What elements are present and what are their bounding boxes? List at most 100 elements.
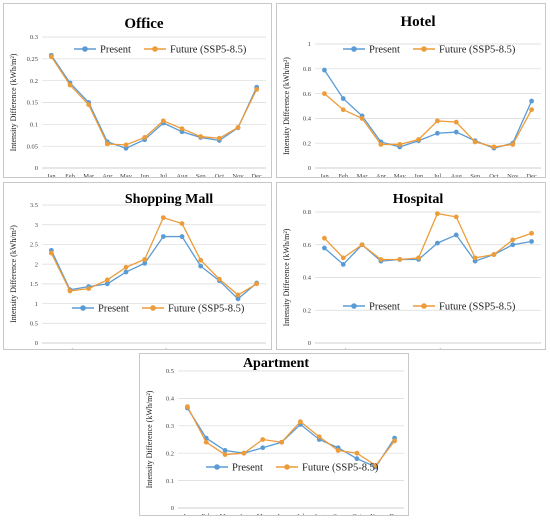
legend-label: Future (SSP5-8.5)	[439, 45, 516, 56]
x-tick-label: Jan	[320, 173, 329, 177]
x-tick-label: Mar	[357, 173, 369, 177]
y-axis-label: Intensity Difference (kWh/m²)	[9, 53, 18, 151]
y-tick-label: 1	[308, 41, 311, 48]
future-data-point	[453, 119, 459, 125]
future-data-point	[279, 439, 284, 445]
chart-title: Hotel	[401, 14, 436, 30]
y-tick-label: 0.4	[303, 275, 312, 282]
present-data-point	[340, 96, 346, 101]
x-tick-label: Feb	[201, 513, 211, 515]
present-series-line	[50, 54, 258, 150]
future-data-point	[335, 448, 341, 453]
y-tick-label: 0.2	[303, 307, 311, 314]
future-data-point	[123, 142, 129, 148]
legend-swatch-marker	[351, 303, 357, 309]
x-tick-label: Feb	[338, 348, 348, 349]
future-data-point	[435, 118, 440, 124]
future-data-point	[491, 144, 497, 150]
legend-swatch-marker	[214, 464, 220, 470]
x-tick-label: Jul	[434, 348, 442, 349]
future-data-point	[179, 221, 185, 226]
x-tick-label: Apr	[376, 348, 387, 349]
y-tick-label: 0.5	[166, 368, 174, 375]
future-data-point	[216, 276, 222, 282]
x-tick-label: Jul	[434, 173, 442, 177]
future-data-point	[254, 281, 260, 287]
future-data-point	[86, 286, 92, 291]
x-tick-label: Jun	[414, 173, 424, 177]
x-tick-label: Aug	[451, 348, 463, 349]
y-tick-label: 3.5	[30, 202, 38, 209]
future-data-point	[104, 141, 110, 147]
y-tick-label: 0.8	[303, 66, 311, 73]
legend-swatch-marker	[421, 303, 427, 309]
legend-swatch-marker	[150, 305, 156, 311]
x-tick-label: Nov	[507, 173, 519, 177]
x-tick-label: Sep	[470, 348, 480, 349]
office-chart-panel: 0 0.05 0.1 0.15 0.2 0.25 0.3 Jan Feb Mar Apr May Jun…	[3, 3, 272, 178]
x-tick-label: Jun	[140, 173, 150, 177]
future-data-point	[529, 107, 534, 113]
future-data-point	[241, 450, 247, 456]
x-tick-label: Sep	[470, 173, 480, 177]
x-tick-label: Oct	[352, 513, 362, 515]
y-axis-label: Intensity Difference (kWh/m²)	[282, 57, 291, 155]
present-data-point	[322, 245, 327, 251]
x-tick-label: May	[120, 173, 133, 177]
present-data-point	[235, 296, 241, 302]
legend-label: Future (SSP5-8.5)	[170, 45, 247, 56]
future-data-point	[123, 264, 129, 270]
x-tick-label: May	[394, 348, 407, 349]
future-data-point	[298, 419, 303, 425]
x-tick-label: Oct	[215, 348, 225, 349]
legend-label: Future (SSP5-8.5)	[302, 463, 379, 474]
x-tick-label: Dec	[389, 513, 400, 515]
x-tick-label: Mar	[83, 173, 95, 177]
future-data-point	[397, 257, 403, 262]
present-data-point	[510, 242, 516, 248]
y-tick-label: 0.4	[166, 396, 175, 403]
y-tick-label: 0	[171, 505, 174, 512]
future-data-point	[359, 116, 365, 121]
x-tick-label: Mar	[357, 348, 369, 349]
y-tick-label: 0.2	[30, 78, 38, 85]
x-tick-label: Jun	[277, 513, 287, 515]
x-tick-label: Jun	[140, 348, 150, 349]
y-tick-label: 0	[308, 340, 311, 347]
x-tick-label: Jul	[160, 173, 168, 177]
y-tick-label: 0.8	[303, 209, 311, 216]
future-data-point	[142, 135, 148, 140]
y-axis-label: Intensity Difference (kWh/m²)	[145, 390, 154, 488]
present-series-line	[323, 69, 533, 149]
future-data-point	[160, 215, 166, 221]
legend-label: Present	[98, 304, 129, 315]
present-series-line	[50, 235, 258, 300]
future-data-point	[435, 211, 440, 217]
legend-swatch-marker	[351, 46, 357, 52]
present-data-point	[160, 234, 166, 239]
future-data-point	[322, 235, 327, 241]
y-axis-label: Intensity Difference (kWh/m²)	[9, 225, 18, 323]
x-tick-label: Apr	[239, 513, 250, 515]
y-tick-label: 1	[35, 301, 38, 308]
y-tick-label: 1.5	[30, 281, 38, 288]
future-data-point	[340, 255, 346, 261]
present-data-point	[340, 262, 346, 267]
future-data-point	[510, 237, 516, 243]
chart-svg: 0 0.2 0.4 0.6 0.8 1 Jan Feb Mar Apr May Jun Jul Aug Se…	[282, 14, 541, 177]
future-data-point	[67, 288, 73, 294]
x-tick-label: Jun	[414, 348, 424, 349]
present-data-point	[435, 240, 440, 246]
y-tick-label: 0.4	[303, 116, 312, 123]
future-data-point	[340, 107, 346, 113]
y-tick-label: 0	[308, 165, 311, 172]
future-series-line	[186, 406, 396, 467]
x-tick-label: Feb	[338, 173, 348, 177]
future-data-point	[86, 102, 92, 108]
chart-svg: 0 0.2 0.4 0.6 0.8 Jan Feb Mar Apr May Jun Jul Aug Sep…	[282, 192, 541, 349]
legend-swatch-marker	[421, 46, 427, 52]
present-data-point	[435, 130, 440, 136]
future-data-point	[529, 230, 534, 236]
x-tick-label: Dec	[251, 173, 262, 177]
legend-swatch-marker	[284, 464, 290, 470]
